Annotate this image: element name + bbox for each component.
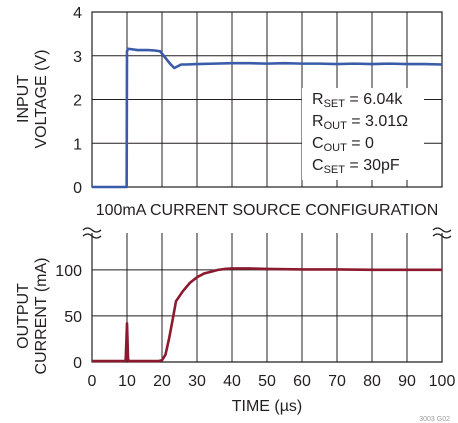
x-tick-80: 80 xyxy=(363,373,381,390)
bottom-ylabel-line2: CURRENT (mA) xyxy=(33,257,50,374)
x-tick-labels: 0 10 20 30 40 50 60 70 80 90 100 xyxy=(88,373,456,390)
top-series-line-0 xyxy=(92,47,443,189)
bottom-gridlines xyxy=(92,233,442,362)
bottom-y-tick-100: 100 xyxy=(55,263,82,280)
top-y-tick-2: 2 xyxy=(73,93,82,110)
x-tick-100: 100 xyxy=(429,373,456,390)
x-tick-60: 60 xyxy=(293,373,311,390)
condition-1: ROUT = 3.01Ω xyxy=(312,113,408,132)
condition-3: CSET = 30pF xyxy=(312,157,400,176)
bottom-series xyxy=(92,267,442,363)
annotation-band xyxy=(93,198,441,220)
top-series xyxy=(92,47,443,189)
configuration-annotation: 100mA CURRENT SOURCE CONFIGURATION xyxy=(96,202,439,219)
x-axis-label: TIME (µs) xyxy=(232,398,303,415)
bottom-series-line-0 xyxy=(92,267,442,363)
bottom-panel-frame xyxy=(91,233,443,363)
top-y-tick-4: 4 xyxy=(73,5,82,22)
condition-2: COUT = 0 xyxy=(312,135,374,154)
x-tick-0: 0 xyxy=(88,373,97,390)
top-ylabel-line1: INPUT xyxy=(15,75,32,123)
x-tick-90: 90 xyxy=(398,373,416,390)
test-conditions: RSET = 6.04k ROUT = 3.01Ω COUT = 0 CSET = 3… xyxy=(312,91,408,176)
figure-code: 3003 G02 xyxy=(419,416,450,423)
condition-0: RSET = 6.04k xyxy=(312,91,403,110)
x-tick-20: 20 xyxy=(153,373,171,390)
bottom-y-tick-labels: 0 50 100 xyxy=(55,263,82,372)
bottom-y-tick-0: 0 xyxy=(73,355,82,372)
top-y-tick-1: 1 xyxy=(73,136,82,153)
conditions-box xyxy=(302,88,424,180)
top-ylabel-line2: VOLTAGE (V) xyxy=(33,50,50,149)
input-voltage-panel: 0 1 2 3 4 INPUT VOLTAGE (V) RSET = 6.04k ROUT… xyxy=(15,5,443,197)
x-tick-70: 70 xyxy=(328,373,346,390)
output-current-panel: 0 50 100 OUTPUT CURRENT (mA) xyxy=(15,233,443,375)
x-tick-10: 10 xyxy=(118,373,136,390)
bottom-y-tick-50: 50 xyxy=(64,309,82,326)
top-y-tick-3: 3 xyxy=(73,49,82,66)
bottom-ylabel-line1: OUTPUT xyxy=(15,283,32,349)
top-y-tick-labels: 0 1 2 3 4 xyxy=(73,5,82,197)
top-panel-frame xyxy=(91,11,443,188)
x-tick-30: 30 xyxy=(188,373,206,390)
x-tick-40: 40 xyxy=(223,373,241,390)
x-tick-50: 50 xyxy=(258,373,276,390)
top-y-tick-0: 0 xyxy=(73,180,82,197)
